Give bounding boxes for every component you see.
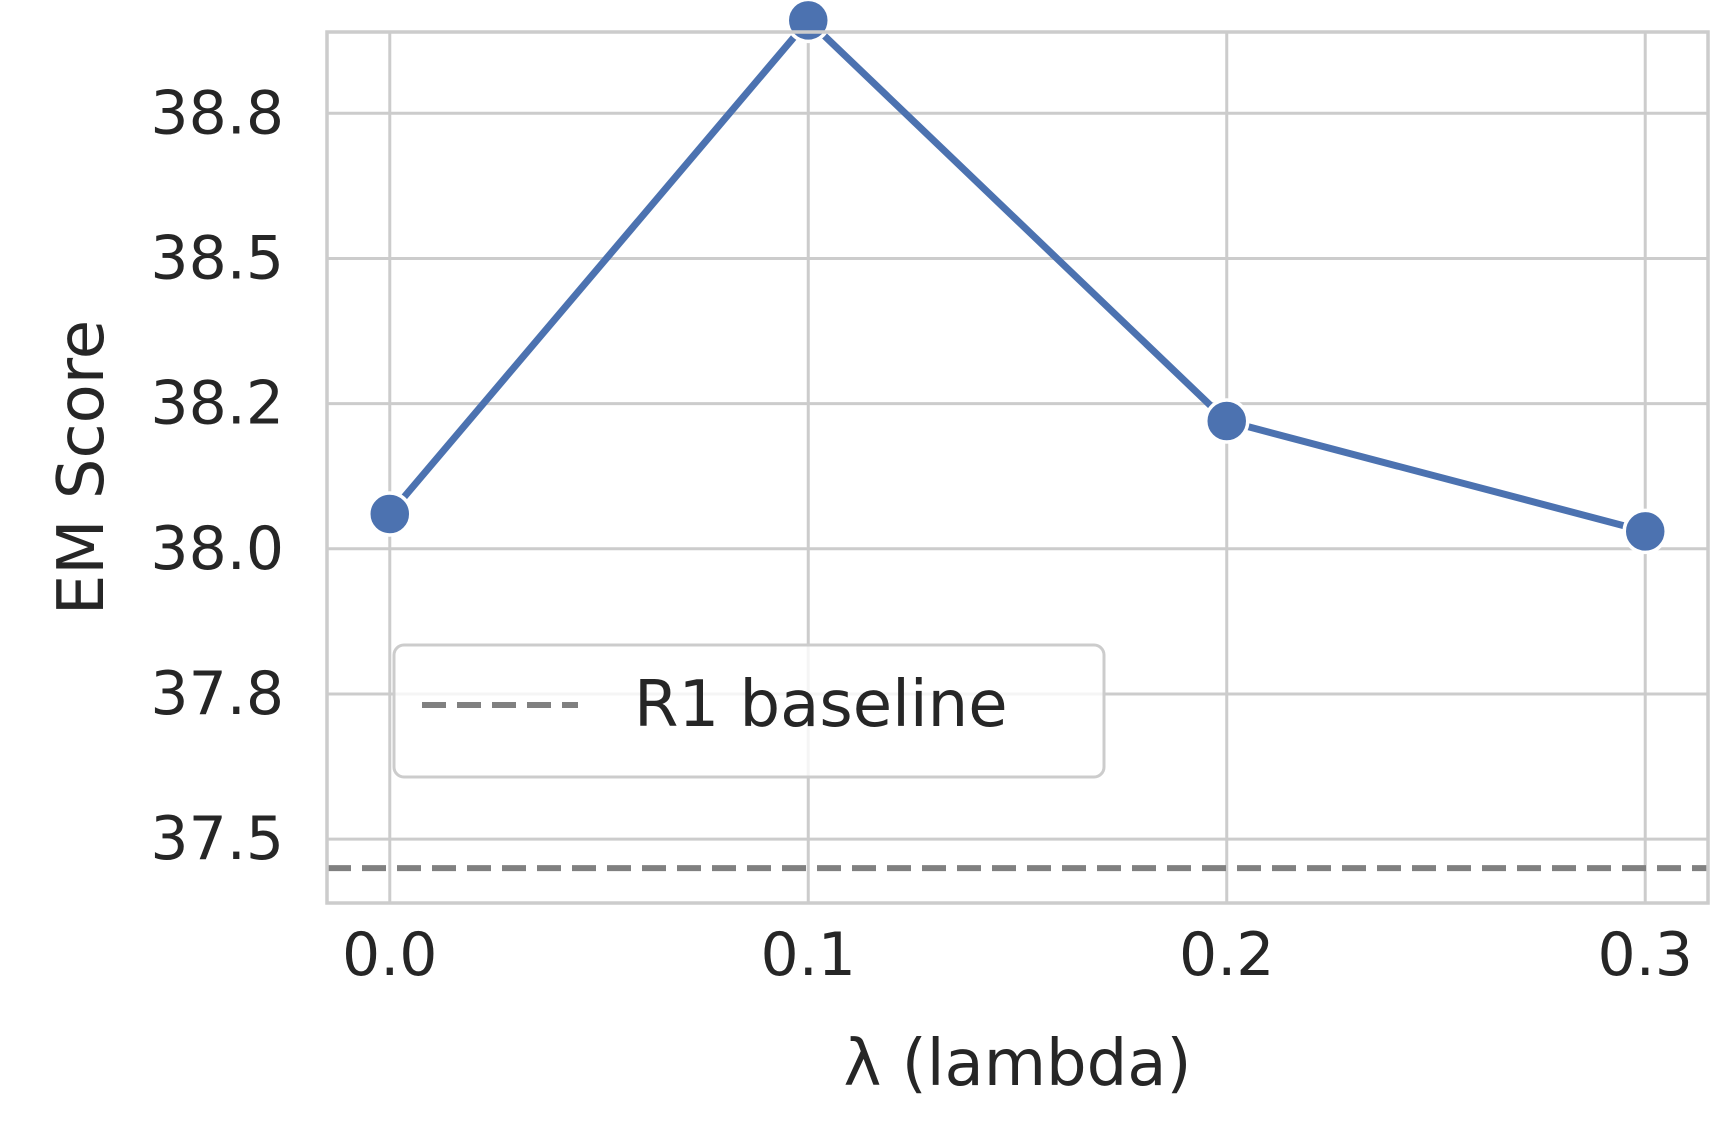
data-point-2: [1203, 398, 1250, 444]
data-point-3: [1622, 508, 1668, 555]
series-line-0: [386, 16, 1649, 535]
plot-frame: [325, 30, 1710, 905]
y-tick-label: 38.2: [150, 369, 284, 439]
legend-box: [392, 643, 1106, 779]
x-axis-label: λ (lambda): [844, 1027, 1192, 1101]
x-tick-label: 0.1: [761, 920, 856, 990]
y-axis-label: EM Score: [45, 320, 119, 615]
y-tick-label: 37.5: [150, 804, 284, 874]
data-point-0: [367, 491, 413, 537]
legend: R1 baseline: [392, 643, 1106, 779]
legend-label-r1-baseline: R1 baseline: [634, 668, 1008, 742]
x-tick-labels: 0.0 0.1 0.2 0.3: [342, 920, 1693, 990]
y-tick-label: 38.8: [150, 78, 284, 148]
x-tick-label: 0.2: [1179, 920, 1274, 990]
y-tick-label: 37.8: [150, 659, 284, 729]
x-tick-label: 0.0: [342, 920, 437, 990]
y-tick-label: 38.5: [150, 223, 284, 293]
y-tick-labels: 37.5 37.8 38.0 38.2 38.5 38.8: [150, 78, 284, 874]
x-tick-label: 0.3: [1598, 920, 1693, 990]
y-tick-label: 38.0: [150, 514, 284, 584]
series-layer: [367, 0, 1668, 555]
data-point-1: [785, 0, 832, 44]
